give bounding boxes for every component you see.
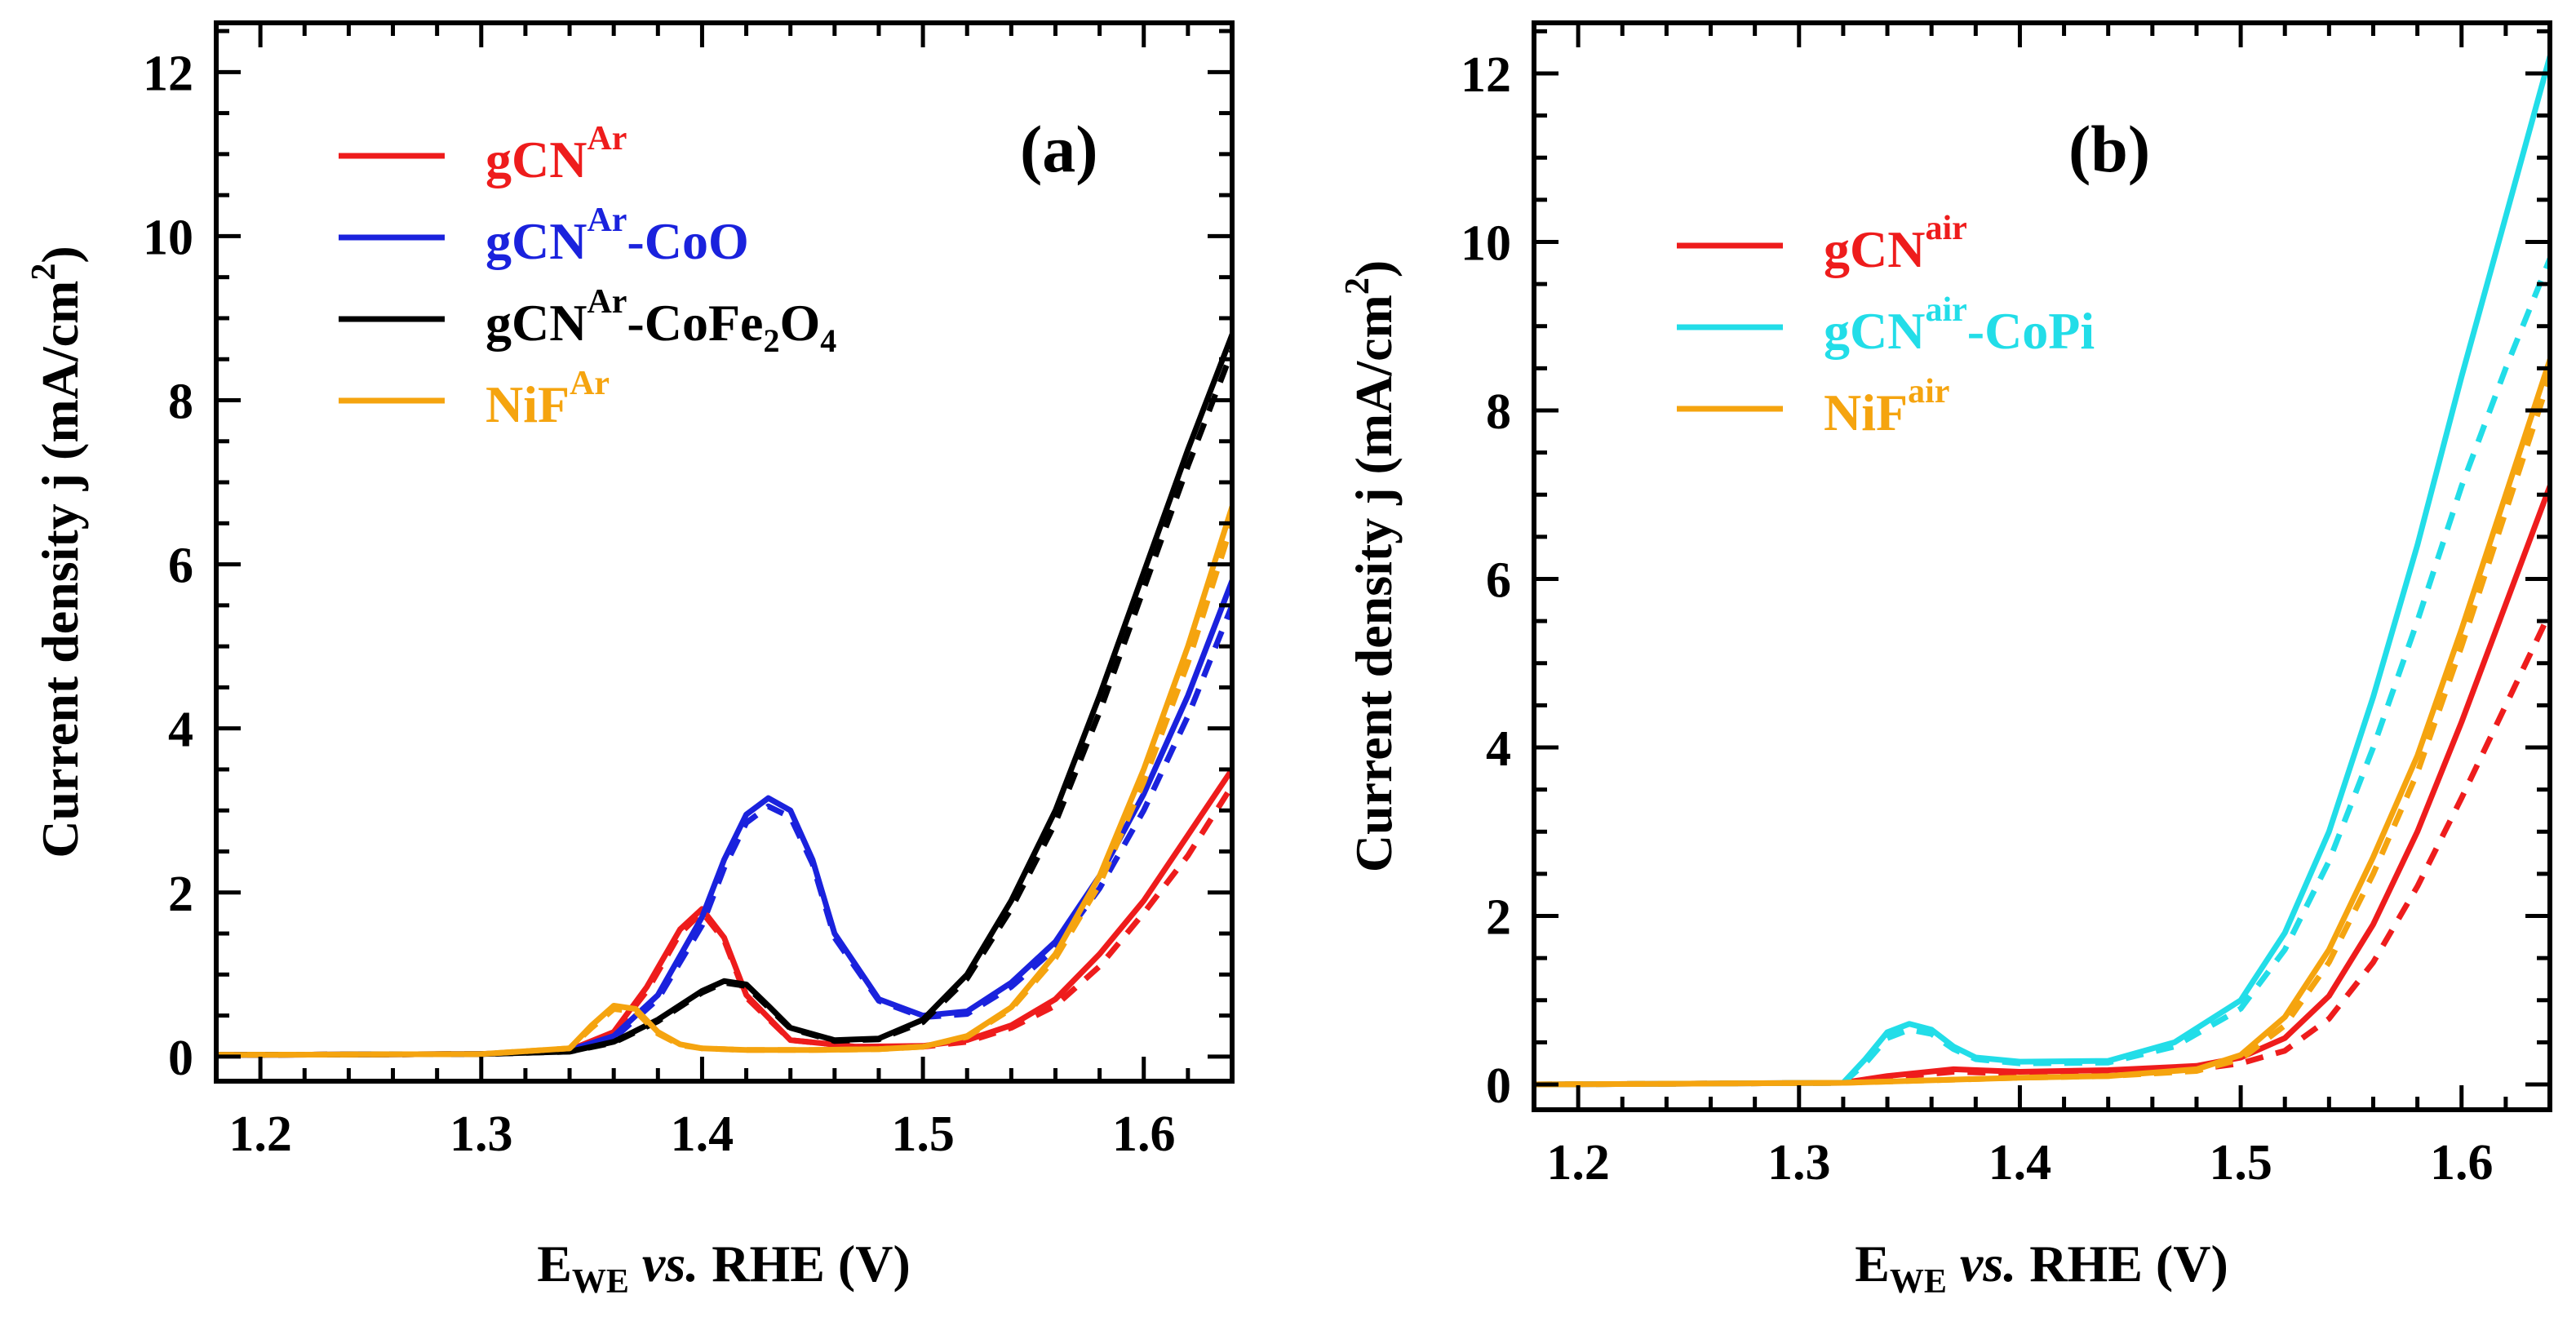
x-tick-label: 1.3 [1767,1135,1831,1191]
series-line [216,766,1232,1058]
y-tick-label: 2 [168,867,193,922]
y-tick-label: 10 [1461,215,1511,271]
series-group [1534,53,2550,1088]
legend-label: NiFair​ [1824,373,1949,441]
plot-frame [214,20,1235,1084]
series-line-dashed [216,349,1232,1058]
x-tick-label: 1.5 [2209,1135,2272,1191]
panel-label: (b) [2068,112,2150,186]
x-tick-label: 1.4 [1989,1135,2052,1191]
x-tick-label: 1.6 [2430,1135,2494,1191]
y-tick-label: 8 [168,374,193,429]
legend-label: gCNair-CoPi [1824,291,2095,360]
y-tick-label: 10 [143,210,193,265]
y-axis-title: Current density j (mA/cm2) [1339,260,1403,872]
x-tick-label: 1.4 [671,1106,734,1162]
y-tick-label: 4 [168,703,193,758]
series-group [216,331,1232,1058]
x-tick-label: 1.5 [891,1106,955,1162]
y-tick-label: 4 [1486,721,1511,777]
x-tick-label: 1.3 [450,1106,513,1162]
x-axis-title: EWE vs. RHE (V) [1855,1235,2228,1301]
panel-label: (a) [1020,112,1098,186]
y-tick-label: 0 [1486,1058,1511,1114]
series-line-dashed [216,522,1232,1058]
x-tick-label: 1.2 [228,1106,292,1162]
series-line-dashed [1534,257,2550,1088]
y-tick-label: 12 [1461,47,1511,103]
y-tick-label: 6 [168,539,193,594]
series-line [1534,53,2550,1088]
y-tick-label: 2 [1486,890,1511,946]
legend-label: NiFAr​ [485,365,610,433]
series-line-dashed [1534,611,2550,1088]
plot-frame [1532,20,2552,1112]
legend-label: gCNAr-CoFe2O4 [485,283,836,359]
x-tick-label: 1.6 [1112,1106,1176,1162]
y-axis-title: Current density j (mA/cm2) [25,246,89,858]
series-line-dashed [216,604,1232,1058]
legend: gCNair​ gCNair-CoPi NiFair​ [1677,210,2095,441]
series-line [1534,357,2550,1088]
y-tick-label: 0 [168,1031,193,1086]
y-tick-label: 12 [143,46,193,101]
y-tick-label: 6 [1486,552,1511,608]
series-line-dashed [1534,375,2550,1088]
legend-label: gCNair​ [1824,210,1967,278]
legend-label: gCNAr​ [485,120,627,188]
panel-a: 1.2 1.3 1.4 1.5 1.6 0 2 4 6 8 10 12 EWE vs. RHE (V) C… [25,20,1235,1301]
series-line [1534,483,2550,1088]
panel-b: 1.2 1.3 1.4 1.5 1.6 0 2 4 6 8 10 12 EWE vs. RHE (V) C… [1339,20,2552,1301]
x-axis-title: EWE vs. RHE (V) [537,1235,911,1301]
x-tick-label: 1.2 [1546,1135,1610,1191]
y-tick-label: 8 [1486,384,1511,440]
legend-label: gCNAr-CoO [485,202,749,270]
